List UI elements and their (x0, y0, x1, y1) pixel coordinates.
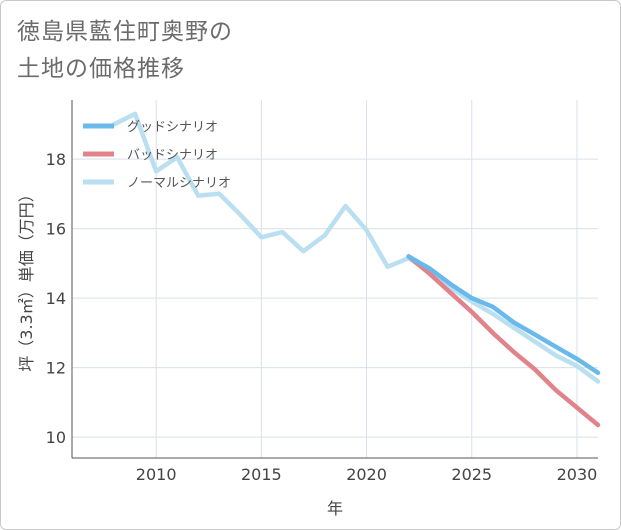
title-line-1: 徳島県藍住町奥野の (17, 19, 233, 45)
x-tick-labels: 2010 2015 2020 2025 2030 (136, 465, 598, 484)
x-tick-label: 2025 (451, 465, 492, 484)
legend-label: ノーマルシナリオ (127, 176, 231, 191)
y-tick-label: 12 (46, 359, 66, 378)
x-axis-title: 年 (327, 499, 343, 518)
y-axis-title: 坪（3.3㎡）単価（万円） (17, 186, 36, 371)
y-tick-labels: 10 12 14 16 18 (46, 150, 66, 447)
x-tick-label: 2015 (241, 465, 282, 484)
series-line-2 (111, 111, 601, 384)
y-tick-label: 16 (46, 220, 66, 239)
y-tick-label: 10 (46, 428, 66, 447)
x-tick-label: 2010 (136, 465, 177, 484)
title-line-2: 土地の価格推移 (17, 56, 185, 82)
legend-label: バッドシナリオ (127, 148, 218, 163)
y-tick-label: 14 (46, 289, 66, 308)
grid-lines (71, 100, 598, 459)
x-tick-label: 2030 (557, 465, 598, 484)
series-line-0 (406, 254, 601, 376)
series-lines (111, 111, 601, 428)
series-line-1 (406, 254, 601, 428)
chart-title: 徳島県藍住町奥野の 土地の価格推移 (17, 14, 233, 88)
legend-label: グッドシナリオ (127, 120, 218, 135)
y-tick-label: 18 (46, 150, 66, 169)
x-tick-label: 2020 (346, 465, 387, 484)
